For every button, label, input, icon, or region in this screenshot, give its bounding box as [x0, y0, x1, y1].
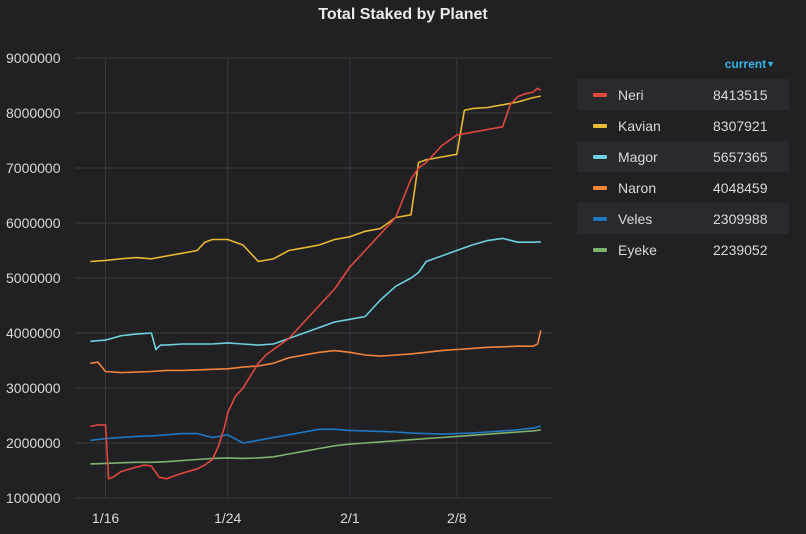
y-axis-ticks: 1000000 2000000 3000000 4000000 5000000 60000… [6, 50, 61, 506]
y-tick-label: 3000000 [6, 380, 61, 396]
legend-item-veles[interactable]: Veles 2309988 [577, 203, 789, 234]
x-tick-label: 2/8 [447, 510, 467, 526]
x-tick-label: 1/16 [92, 510, 119, 526]
y-tick-label: 7000000 [6, 160, 61, 176]
legend-swatch [593, 154, 607, 159]
legend-item-neri[interactable]: Neri 8413515 [577, 79, 789, 110]
legend-swatch [593, 247, 607, 252]
x-axis-ticks: 1/16 1/24 2/1 2/8 [92, 510, 467, 526]
legend-swatch [593, 185, 607, 190]
x-tick-label: 1/24 [214, 510, 241, 526]
legend-swatch [593, 92, 607, 97]
chart-title: Total Staked by Planet [318, 6, 488, 23]
series-line-kavian [90, 95, 541, 263]
legend-swatch [593, 216, 607, 221]
legend-sort-current[interactable]: current▼ [724, 57, 775, 71]
legend-item-magor[interactable]: Magor 5657365 [577, 141, 789, 172]
y-tick-label: 4000000 [6, 325, 61, 341]
legend-current-value: 5657365 [713, 148, 768, 165]
legend-series-name: Eyeke [618, 241, 657, 258]
x-tick-label: 2/1 [340, 510, 360, 526]
y-tick-label: 5000000 [6, 270, 61, 286]
legend-series-name: Neri [618, 86, 644, 103]
legend-series-name: Kavian [618, 117, 661, 134]
series-lines [90, 87, 542, 480]
y-tick-label: 2000000 [6, 435, 61, 451]
series-line-naron [90, 330, 542, 374]
legend-current-value: 4048459 [713, 179, 768, 196]
grid-lines [75, 57, 553, 499]
series-line-neri [90, 87, 542, 480]
series-line-eyeke [90, 429, 541, 465]
legend-item-naron[interactable]: Naron 4048459 [577, 172, 789, 203]
caret-down-icon: ▼ [766, 59, 775, 69]
legend-series-name: Naron [618, 179, 657, 196]
legend-swatch [593, 123, 607, 128]
series-line-veles [90, 425, 542, 444]
legend-current-value: 2239052 [713, 241, 768, 258]
legend: current▼ Neri 8413515 Kavian 8307921 Magor 56… [577, 57, 789, 265]
series-line-magor [90, 237, 541, 351]
legend-item-eyeke[interactable]: Eyeke 2239052 [577, 234, 789, 265]
y-tick-label: 9000000 [6, 50, 61, 66]
legend-current-value: 8307921 [713, 117, 768, 134]
y-tick-label: 8000000 [6, 105, 61, 121]
y-tick-label: 6000000 [6, 215, 61, 231]
legend-series-name: Veles [618, 210, 653, 227]
y-tick-label: 1000000 [6, 490, 61, 506]
legend-current-value: 8413515 [713, 86, 768, 103]
legend-item-kavian[interactable]: Kavian 8307921 [577, 110, 789, 141]
legend-current-value: 2309988 [713, 210, 768, 227]
legend-series-name: Magor [618, 148, 658, 165]
